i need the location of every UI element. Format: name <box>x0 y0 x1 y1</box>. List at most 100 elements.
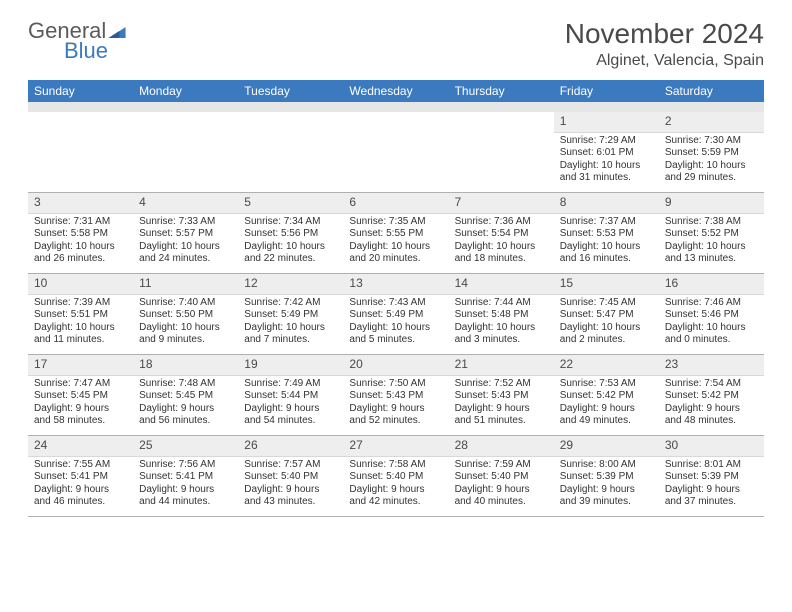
sunrise-text: Sunrise: 7:57 AM <box>244 459 337 472</box>
day-number: 5 <box>244 195 251 209</box>
month-title: November 2024 <box>565 18 764 50</box>
sunset-text: Sunset: 5:46 PM <box>665 309 758 322</box>
sunrise-text: Sunrise: 7:36 AM <box>455 216 548 229</box>
calendar-cell: 20Sunrise: 7:50 AMSunset: 5:43 PMDayligh… <box>343 355 448 435</box>
sunrise-text: Sunrise: 7:37 AM <box>560 216 653 229</box>
day-number: 29 <box>560 438 573 452</box>
daylight-text-2: and 42 minutes. <box>349 496 442 509</box>
sunrise-text: Sunrise: 7:45 AM <box>560 297 653 310</box>
daylight-text-2: and 20 minutes. <box>349 253 442 266</box>
calendar-cell: 16Sunrise: 7:46 AMSunset: 5:46 PMDayligh… <box>659 274 764 354</box>
daylight-text-1: Daylight: 10 hours <box>665 160 758 173</box>
daylight-text-1: Daylight: 10 hours <box>244 241 337 254</box>
daylight-text-1: Daylight: 9 hours <box>455 484 548 497</box>
calendar-cell: 5Sunrise: 7:34 AMSunset: 5:56 PMDaylight… <box>238 193 343 273</box>
calendar-cell: 30Sunrise: 8:01 AMSunset: 5:39 PMDayligh… <box>659 436 764 516</box>
day-number: 10 <box>34 276 47 290</box>
calendar-cell-blank <box>28 112 133 192</box>
sunset-text: Sunset: 5:42 PM <box>665 390 758 403</box>
daylight-text-1: Daylight: 9 hours <box>665 484 758 497</box>
day-number: 26 <box>244 438 257 452</box>
calendar-cell-blank <box>449 112 554 192</box>
day-number: 9 <box>665 195 672 209</box>
day-number: 23 <box>665 357 678 371</box>
day-of-week-label: Tuesday <box>238 80 343 102</box>
daylight-text-1: Daylight: 9 hours <box>34 484 127 497</box>
daylight-text-2: and 0 minutes. <box>665 334 758 347</box>
calendar-cell: 15Sunrise: 7:45 AMSunset: 5:47 PMDayligh… <box>554 274 659 354</box>
sunrise-text: Sunrise: 7:35 AM <box>349 216 442 229</box>
daylight-text-2: and 54 minutes. <box>244 415 337 428</box>
daylight-text-2: and 58 minutes. <box>34 415 127 428</box>
sunset-text: Sunset: 5:42 PM <box>560 390 653 403</box>
logo-triangle-icon <box>107 24 127 38</box>
daylight-text-1: Daylight: 10 hours <box>349 322 442 335</box>
calendar-cell: 23 Sunrise: 7:54 AMSunset: 5:42 PMDayligh… <box>659 355 764 435</box>
daylight-text-2: and 39 minutes. <box>560 496 653 509</box>
daylight-text-1: Daylight: 9 hours <box>139 403 232 416</box>
day-number: 20 <box>349 357 362 371</box>
daylight-text-2: and 37 minutes. <box>665 496 758 509</box>
sunset-text: Sunset: 5:52 PM <box>665 228 758 241</box>
sunrise-text: Sunrise: 7:46 AM <box>665 297 758 310</box>
sunrise-text: Sunrise: 7:54 AM <box>665 378 758 391</box>
calendar-cell: 12Sunrise: 7:42 AMSunset: 5:49 PMDayligh… <box>238 274 343 354</box>
sunset-text: Sunset: 6:01 PM <box>560 147 653 160</box>
calendar-cell: 1Sunrise: 7:29 AMSunset: 6:01 PMDaylight… <box>554 112 659 192</box>
sunrise-text: Sunrise: 7:34 AM <box>244 216 337 229</box>
sunset-text: Sunset: 5:49 PM <box>244 309 337 322</box>
daylight-text-2: and 26 minutes. <box>34 253 127 266</box>
weeks-container: 1Sunrise: 7:29 AMSunset: 6:01 PMDaylight… <box>28 112 764 517</box>
day-number: 7 <box>455 195 462 209</box>
sunset-text: Sunset: 5:43 PM <box>455 390 548 403</box>
daylight-text-1: Daylight: 9 hours <box>349 484 442 497</box>
daylight-text-2: and 52 minutes. <box>349 415 442 428</box>
daylight-text-2: and 48 minutes. <box>665 415 758 428</box>
calendar-cell: 9Sunrise: 7:38 AMSunset: 5:52 PMDaylight… <box>659 193 764 273</box>
calendar-cell: 13Sunrise: 7:43 AMSunset: 5:49 PMDayligh… <box>343 274 448 354</box>
calendar-cell: 2Sunrise: 7:30 AMSunset: 5:59 PMDaylight… <box>659 112 764 192</box>
day-number: 13 <box>349 276 362 290</box>
sunrise-text: Sunrise: 7:48 AM <box>139 378 232 391</box>
sunset-text: Sunset: 5:40 PM <box>244 471 337 484</box>
daylight-text-2: and 56 minutes. <box>139 415 232 428</box>
sunset-text: Sunset: 5:44 PM <box>244 390 337 403</box>
daylight-text-2: and 13 minutes. <box>665 253 758 266</box>
sunset-text: Sunset: 5:54 PM <box>455 228 548 241</box>
sunset-text: Sunset: 5:40 PM <box>455 471 548 484</box>
daylight-text-2: and 51 minutes. <box>455 415 548 428</box>
day-number: 21 <box>455 357 468 371</box>
daylight-text-1: Daylight: 9 hours <box>34 403 127 416</box>
daylight-text-2: and 49 minutes. <box>560 415 653 428</box>
daylight-text-2: and 31 minutes. <box>560 172 653 185</box>
calendar-cell: 11Sunrise: 7:40 AMSunset: 5:50 PMDayligh… <box>133 274 238 354</box>
daylight-text-1: Daylight: 10 hours <box>560 241 653 254</box>
daylight-text-2: and 24 minutes. <box>139 253 232 266</box>
daylight-text-2: and 18 minutes. <box>455 253 548 266</box>
sunrise-text: Sunrise: 7:59 AM <box>455 459 548 472</box>
day-of-week-label: Wednesday <box>343 80 448 102</box>
day-of-week-header: SundayMondayTuesdayWednesdayThursdayFrid… <box>28 80 764 102</box>
sunrise-text: Sunrise: 7:47 AM <box>34 378 127 391</box>
day-number: 28 <box>455 438 468 452</box>
day-of-week-label: Thursday <box>449 80 554 102</box>
calendar-cell: 6Sunrise: 7:35 AMSunset: 5:55 PMDaylight… <box>343 193 448 273</box>
day-number: 4 <box>139 195 146 209</box>
sunset-text: Sunset: 5:57 PM <box>139 228 232 241</box>
daylight-text-2: and 40 minutes. <box>455 496 548 509</box>
daylight-text-1: Daylight: 10 hours <box>560 160 653 173</box>
calendar-cell: 29Sunrise: 8:00 AMSunset: 5:39 PMDayligh… <box>554 436 659 516</box>
day-of-week-label: Saturday <box>659 80 764 102</box>
sunset-text: Sunset: 5:41 PM <box>34 471 127 484</box>
daylight-text-1: Daylight: 10 hours <box>139 241 232 254</box>
daylight-text-1: Daylight: 10 hours <box>665 241 758 254</box>
daylight-text-2: and 2 minutes. <box>560 334 653 347</box>
sunset-text: Sunset: 5:59 PM <box>665 147 758 160</box>
sunset-text: Sunset: 5:45 PM <box>34 390 127 403</box>
daylight-text-2: and 9 minutes. <box>139 334 232 347</box>
calendar-cell: 17Sunrise: 7:47 AMSunset: 5:45 PMDayligh… <box>28 355 133 435</box>
day-number: 27 <box>349 438 362 452</box>
daylight-text-1: Daylight: 9 hours <box>665 403 758 416</box>
calendar-cell: 7Sunrise: 7:36 AMSunset: 5:54 PMDaylight… <box>449 193 554 273</box>
daylight-text-2: and 44 minutes. <box>139 496 232 509</box>
